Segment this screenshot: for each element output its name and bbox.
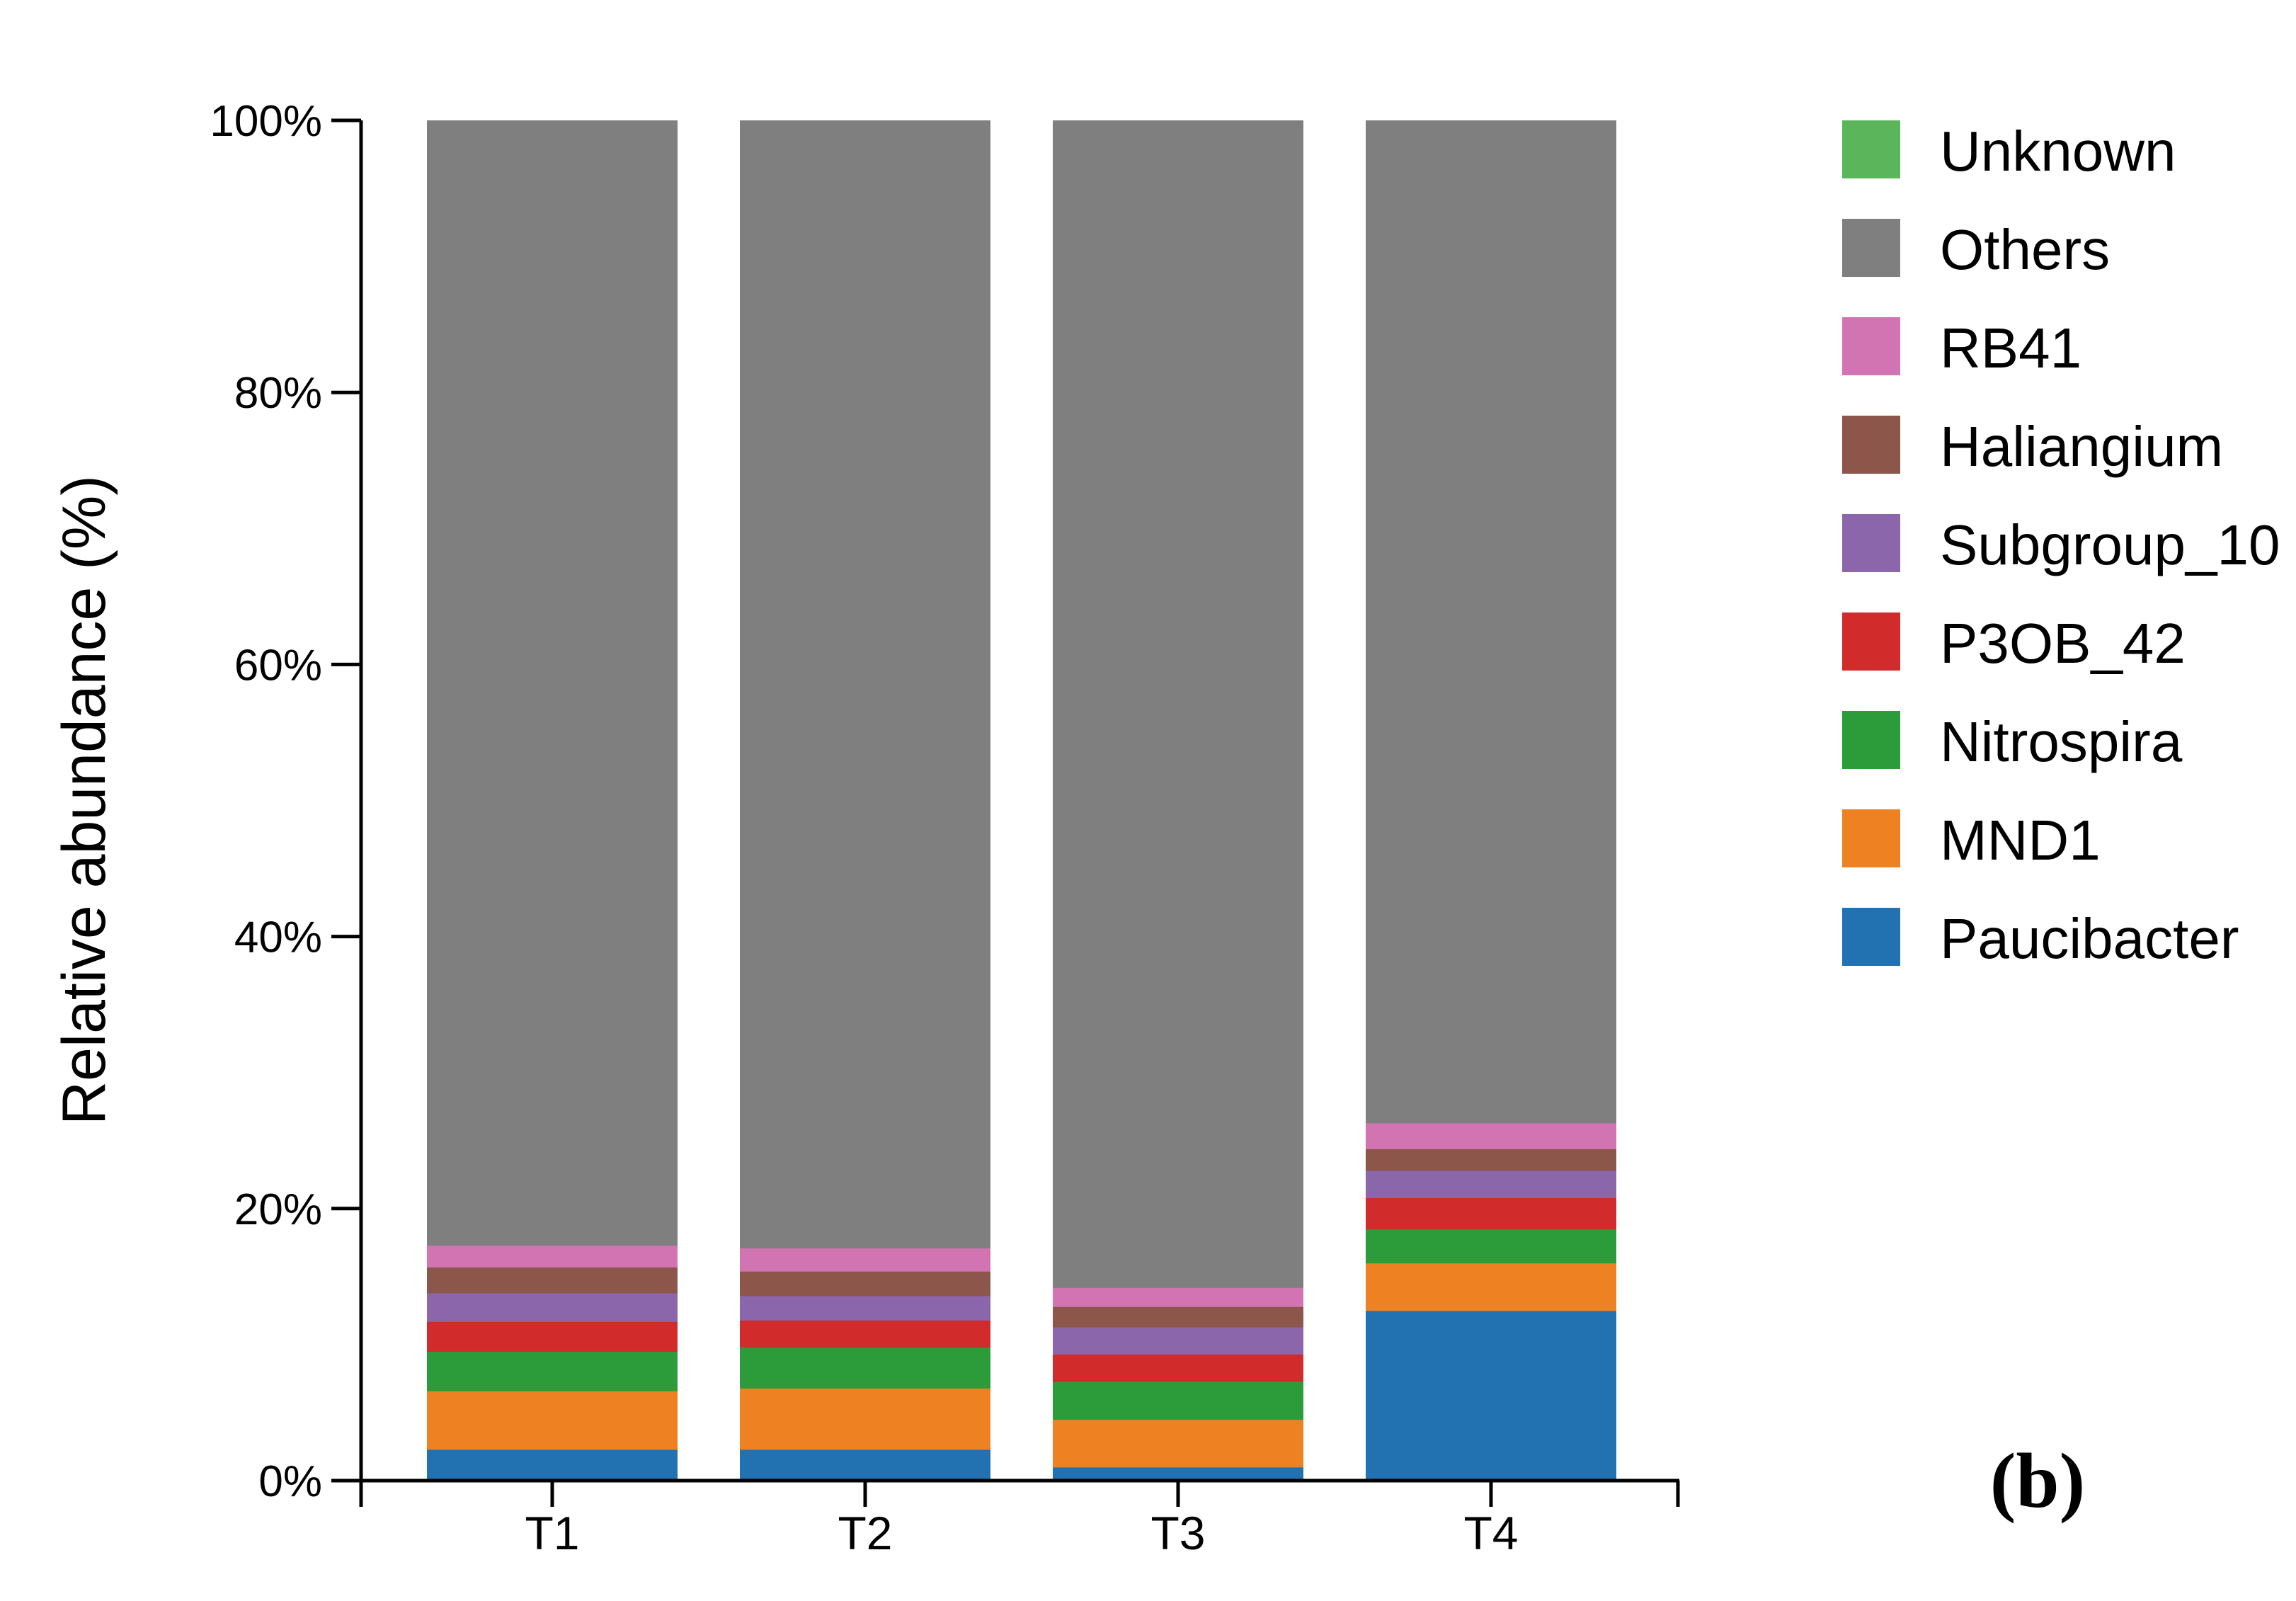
bar-segment-t3-paucibacter — [1053, 1466, 1303, 1481]
legend-swatch-others — [1842, 219, 1900, 277]
legend-label-subgroup-10: Subgroup_10 — [1940, 513, 2280, 576]
bar-segment-t2-nitrospira — [740, 1347, 990, 1389]
legend-label-nitrospira: Nitrospira — [1940, 710, 2183, 773]
bar-segment-t3-haliangium — [1053, 1306, 1303, 1328]
y-axis-label: Relative abundance (%) — [50, 475, 118, 1125]
y-tick-label: 60% — [234, 641, 322, 690]
y-ticks-group: 0% 20% 40% 60% 80% 100% — [210, 97, 361, 1506]
bar-segment-t4-paucibacter — [1366, 1310, 1616, 1481]
x-tick-label: T2 — [838, 1507, 892, 1559]
legend-swatch-rb41 — [1842, 317, 1900, 375]
legend-label-haliangium: Haliangium — [1940, 415, 2223, 478]
bar-segment-t1-mnd1 — [427, 1391, 678, 1450]
bar-segment-t1-subgroup-10 — [427, 1292, 678, 1322]
bar-segment-t2-others — [740, 120, 990, 1249]
bar-segment-t4-rb41 — [1366, 1122, 1616, 1149]
y-tick-label: 80% — [234, 369, 322, 418]
bar-segment-t1-others — [427, 120, 678, 1246]
legend: Unknown Others RB41 Haliangium Subgroup_10 P3… — [1842, 120, 2280, 970]
legend-swatch-subgroup-10 — [1842, 514, 1900, 572]
bar-segment-t1-haliangium — [427, 1267, 678, 1294]
bar-segment-t1-p3ob-42 — [427, 1321, 678, 1352]
legend-swatch-paucibacter — [1842, 908, 1900, 966]
bar-segment-t4-nitrospira — [1366, 1229, 1616, 1264]
axes-group — [359, 120, 1679, 1483]
bar-segment-t2-subgroup-10 — [740, 1295, 990, 1321]
bar-segment-t1-nitrospira — [427, 1351, 678, 1391]
legend-label-p3ob-42: P3OB_42 — [1940, 612, 2186, 675]
bar-segment-t2-paucibacter — [740, 1449, 990, 1481]
legend-swatch-mnd1 — [1842, 809, 1900, 867]
legend-swatch-haliangium — [1842, 416, 1900, 474]
bar-segment-t3-rb41 — [1053, 1287, 1303, 1307]
x-tick-label: T4 — [1463, 1507, 1518, 1559]
legend-label-paucibacter: Paucibacter — [1940, 907, 2239, 970]
legend-swatch-unknown — [1842, 120, 1900, 178]
legend-label-others: Others — [1940, 218, 2110, 281]
y-tick-label: 100% — [210, 97, 322, 146]
legend-label-unknown: Unknown — [1940, 120, 2176, 183]
x-tick-label: T3 — [1150, 1507, 1205, 1559]
legend-label-mnd1: MND1 — [1940, 809, 2101, 872]
bar-segment-t4-p3ob-42 — [1366, 1197, 1616, 1230]
bar-segment-t3-others — [1053, 120, 1303, 1288]
bar-segment-t4-subgroup-10 — [1366, 1170, 1616, 1199]
legend-label-rb41: RB41 — [1940, 317, 2081, 380]
y-tick-label: 20% — [234, 1185, 322, 1234]
legend-swatch-nitrospira — [1842, 711, 1900, 769]
bar-segment-t3-p3ob-42 — [1053, 1354, 1303, 1382]
bar-segment-t2-p3ob-42 — [740, 1320, 990, 1348]
bar-segment-t2-rb41 — [740, 1248, 990, 1272]
panel-label: (b) — [1990, 1437, 2085, 1524]
x-ticks-group: T1 T2 T3 T4 — [359, 1481, 1680, 1559]
y-tick-label: 0% — [258, 1457, 322, 1506]
bar-segment-t1-rb41 — [427, 1245, 678, 1268]
bar-segment-t3-mnd1 — [1053, 1419, 1303, 1468]
legend-swatch-p3ob-42 — [1842, 613, 1900, 671]
bar-segment-t2-mnd1 — [740, 1388, 990, 1450]
bar-segment-t1-paucibacter — [427, 1449, 678, 1481]
y-tick-label: 40% — [234, 913, 322, 962]
bar-segment-t4-haliangium — [1366, 1149, 1616, 1171]
bar-segment-t2-haliangium — [740, 1271, 990, 1297]
bar-segment-t4-others — [1366, 120, 1616, 1124]
bars-group — [427, 120, 1616, 1481]
x-tick-label: T1 — [525, 1507, 579, 1559]
bar-segment-t3-subgroup-10 — [1053, 1326, 1303, 1355]
bar-segment-t3-nitrospira — [1053, 1381, 1303, 1420]
bar-segment-t4-mnd1 — [1366, 1263, 1616, 1311]
